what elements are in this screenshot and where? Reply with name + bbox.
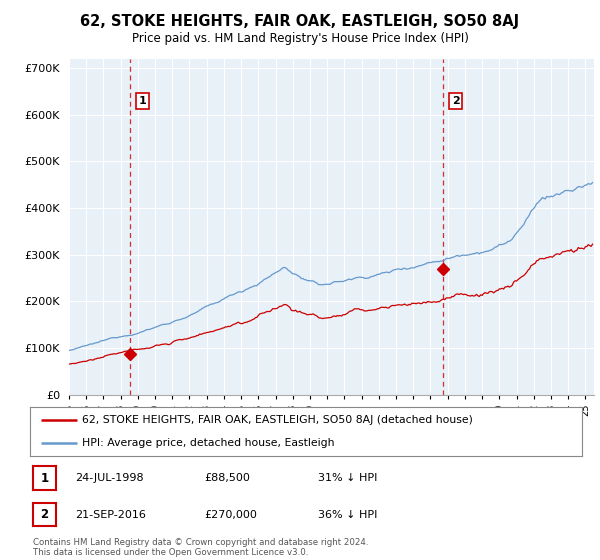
Text: 2: 2 bbox=[452, 96, 460, 106]
Text: 36% ↓ HPI: 36% ↓ HPI bbox=[318, 510, 377, 520]
Text: 62, STOKE HEIGHTS, FAIR OAK, EASTLEIGH, SO50 8AJ (detached house): 62, STOKE HEIGHTS, FAIR OAK, EASTLEIGH, … bbox=[82, 416, 473, 426]
Text: 24-JUL-1998: 24-JUL-1998 bbox=[75, 473, 143, 483]
Text: 62, STOKE HEIGHTS, FAIR OAK, EASTLEIGH, SO50 8AJ: 62, STOKE HEIGHTS, FAIR OAK, EASTLEIGH, … bbox=[80, 14, 520, 29]
Text: £270,000: £270,000 bbox=[204, 510, 257, 520]
Text: 1: 1 bbox=[40, 472, 49, 485]
Text: 31% ↓ HPI: 31% ↓ HPI bbox=[318, 473, 377, 483]
Text: Contains HM Land Registry data © Crown copyright and database right 2024.
This d: Contains HM Land Registry data © Crown c… bbox=[33, 538, 368, 557]
Text: HPI: Average price, detached house, Eastleigh: HPI: Average price, detached house, East… bbox=[82, 438, 335, 448]
Text: 21-SEP-2016: 21-SEP-2016 bbox=[75, 510, 146, 520]
Text: 2: 2 bbox=[40, 508, 49, 521]
Text: 1: 1 bbox=[139, 96, 146, 106]
Text: £88,500: £88,500 bbox=[204, 473, 250, 483]
Text: Price paid vs. HM Land Registry's House Price Index (HPI): Price paid vs. HM Land Registry's House … bbox=[131, 32, 469, 45]
